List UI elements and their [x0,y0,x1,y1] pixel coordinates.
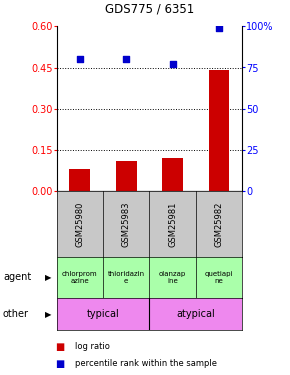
Text: ■: ■ [55,359,64,369]
Point [170,61,175,67]
Text: other: other [3,309,29,319]
Text: GSM25982: GSM25982 [214,201,224,247]
Text: quetiapi
ne: quetiapi ne [205,271,233,284]
Text: ▶: ▶ [45,273,51,282]
Point [217,25,221,31]
Text: agent: agent [3,273,31,282]
Text: GDS775 / 6351: GDS775 / 6351 [105,2,194,15]
Bar [162,158,183,191]
Bar [69,169,90,191]
Text: percentile rank within the sample: percentile rank within the sample [75,359,218,368]
Text: log ratio: log ratio [75,342,110,351]
Bar [209,70,229,191]
Text: olanzap
ine: olanzap ine [159,271,186,284]
Bar [116,161,137,191]
Text: ▶: ▶ [45,310,51,319]
Text: atypical: atypical [176,309,215,319]
Text: typical: typical [87,309,119,319]
Point [124,56,128,62]
Text: ■: ■ [55,342,64,352]
Point [77,56,82,62]
Text: chlorprom
azine: chlorprom azine [62,271,97,284]
Text: thioridazin
e: thioridazin e [108,271,145,284]
Text: GSM25983: GSM25983 [122,201,131,247]
Text: GSM25981: GSM25981 [168,201,177,247]
Text: GSM25980: GSM25980 [75,201,84,247]
